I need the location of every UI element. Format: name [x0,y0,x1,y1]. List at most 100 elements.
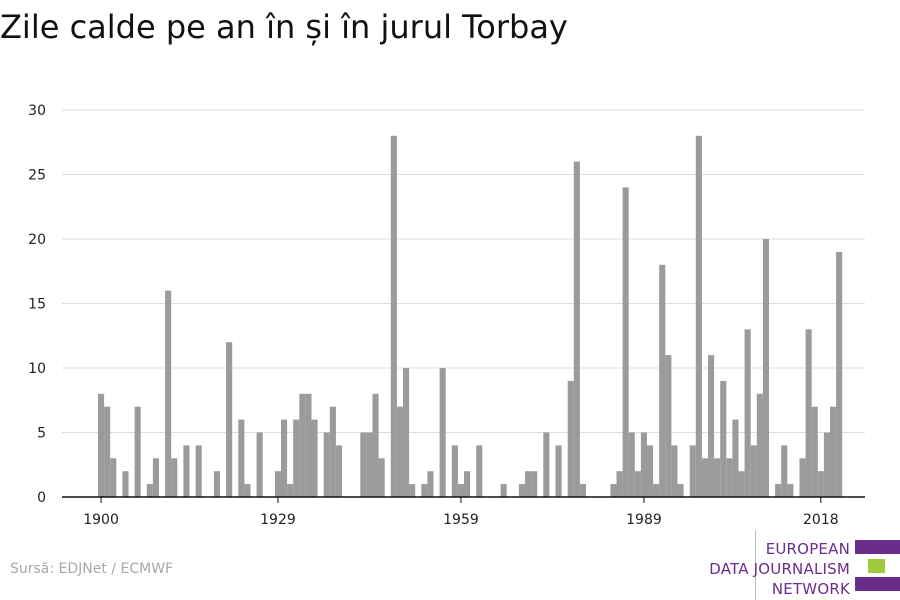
logo-line-european: EUROPEAN [765,540,850,558]
bar[interactable] [421,484,428,497]
bar[interactable] [616,471,623,497]
x-tick-label: 2018 [803,512,839,528]
bar[interactable] [610,484,617,497]
bar[interactable] [360,432,367,498]
bar[interactable] [805,329,812,497]
bar[interactable] [287,484,294,497]
bar[interactable] [98,393,105,497]
bar[interactable] [811,406,818,497]
bar[interactable] [366,432,373,498]
bar[interactable] [146,484,153,497]
bar[interactable] [634,471,641,497]
bar[interactable] [689,445,696,497]
bar[interactable] [756,393,763,497]
bar[interactable] [720,380,727,497]
bar[interactable] [134,406,141,497]
bar[interactable] [274,471,281,497]
bar[interactable] [732,419,739,497]
bar[interactable] [695,135,702,498]
bar[interactable] [281,419,288,497]
bar[interactable] [555,445,562,497]
bar[interactable] [329,406,336,497]
bar[interactable] [647,445,654,497]
bar[interactable] [726,458,733,497]
bar[interactable] [183,445,190,497]
bar[interactable] [714,458,721,497]
y-axis-ticks: 0 5 10 15 20 25 30 [28,103,46,506]
bar[interactable] [457,484,464,497]
bar[interactable] [817,471,824,497]
bar[interactable] [738,471,745,497]
bar[interactable] [628,432,635,498]
x-tick-label: 1959 [443,512,479,528]
bar[interactable] [677,484,684,497]
bar[interactable] [427,471,434,497]
bar[interactable] [573,161,580,497]
bar[interactable] [293,419,300,497]
edjnet-logo[interactable]: EUROPEAN DATA JOURNALISM NETWORK [700,530,900,600]
bar[interactable] [152,458,159,497]
bar[interactable] [701,458,708,497]
bar[interactable] [622,187,629,497]
bar[interactable] [226,342,233,497]
bar[interactable] [500,484,507,497]
bars [98,135,843,498]
y-tick-label: 5 [37,426,46,442]
bar[interactable] [464,471,471,497]
bar[interactable] [579,484,586,497]
bar[interactable] [122,471,129,497]
y-tick-label: 0 [37,490,46,506]
bar[interactable] [110,458,117,497]
bar[interactable] [750,445,757,497]
bar[interactable] [787,484,794,497]
bar[interactable] [836,251,843,497]
bar[interactable] [653,484,660,497]
bar[interactable] [311,419,318,497]
logo-line-network: NETWORK [771,580,850,598]
bar[interactable] [439,368,446,497]
bar[interactable] [372,393,379,497]
logo-line-data-journalism: DATA JOURNALISM [709,560,850,578]
bar[interactable] [305,393,312,497]
bar[interactable] [396,406,403,497]
bar[interactable] [390,135,397,498]
bar[interactable] [830,406,837,497]
bar[interactable] [451,445,458,497]
bar[interactable] [518,484,525,497]
bar[interactable] [323,432,330,498]
bar[interactable] [378,458,385,497]
bar[interactable] [823,432,830,498]
bar[interactable] [171,458,178,497]
bar[interactable] [195,445,202,497]
bar[interactable] [543,432,550,498]
logo-bar-top [855,540,900,554]
bar[interactable] [299,393,306,497]
bar[interactable] [531,471,538,497]
bar[interactable] [671,445,678,497]
bar[interactable] [335,445,342,497]
bar[interactable] [640,432,647,498]
bar[interactable] [799,458,806,497]
bar[interactable] [665,355,672,497]
bar[interactable] [708,355,715,497]
bar[interactable] [476,445,483,497]
bar[interactable] [213,471,220,497]
grid-lines [62,109,865,433]
bar[interactable] [659,264,666,497]
y-tick-label: 30 [28,103,46,119]
bar[interactable] [165,290,172,497]
bar[interactable] [775,484,782,497]
bar[interactable] [781,445,788,497]
bar[interactable] [409,484,416,497]
bar[interactable] [104,406,111,497]
bar[interactable] [744,329,751,497]
x-tick-label: 1929 [260,512,296,528]
bar[interactable] [762,239,769,497]
bar[interactable] [525,471,532,497]
logo-text: EUROPEAN DATA JOURNALISM NETWORK [709,539,850,599]
bar[interactable] [403,368,410,497]
bar[interactable] [238,419,245,497]
bar[interactable] [244,484,251,497]
bar[interactable] [567,380,574,497]
bar[interactable] [256,432,263,498]
